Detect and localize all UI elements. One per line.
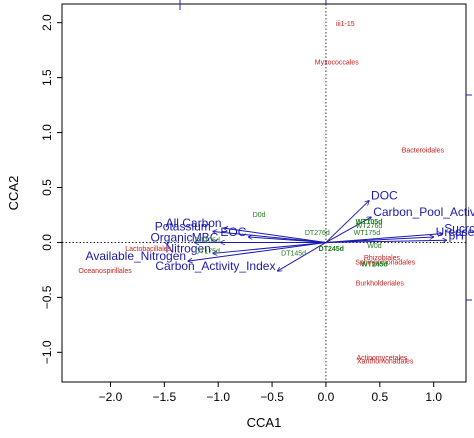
y-tick-label: 1.0 (40, 124, 54, 141)
env-vector-label: EOC (220, 225, 246, 239)
x-tick-label: −1.0 (206, 390, 230, 404)
env-vector-label: Urease (436, 225, 474, 239)
plot-frame (61, 3, 467, 383)
x-tick-label: −0.5 (260, 390, 284, 404)
taxon-label: Rhizobiales (364, 255, 401, 262)
y-tick-label: 0.5 (40, 179, 54, 196)
taxon-label: Oceanospirillales (78, 268, 132, 275)
env-vector-arrow (224, 228, 327, 243)
taxon-label: Burkholderiales (356, 280, 405, 287)
taxon-label: Lactobacillales (125, 246, 171, 253)
taxon-label: Sphingomonadales (355, 259, 415, 266)
taxon-label: Bacteroidales (402, 147, 445, 154)
y-tick-label: 2.0 (40, 14, 54, 31)
env-vector-label: Nitrogen (165, 241, 210, 255)
env-vector-label: Carbon_Activity_Index (155, 259, 275, 273)
sample-label: WT175d (354, 230, 381, 237)
taxon-label: iii1-15 (336, 21, 355, 28)
env-vector-label: DOC (371, 189, 398, 203)
env-vector-arrow (248, 237, 326, 243)
env-vector-arrow (325, 217, 371, 243)
sample-label: W0d (367, 243, 382, 250)
env-vector-label: pH (449, 228, 464, 242)
y-axis-title: CCA2 (6, 176, 21, 211)
x-tick-label: 0.5 (371, 390, 388, 404)
sample-label: DT145d (281, 251, 306, 258)
x-tick-label: 0.0 (318, 390, 335, 404)
sample-label: DT276d (305, 230, 330, 237)
env-vector-label: MBC (192, 230, 219, 244)
env-vector-arrow (325, 237, 434, 243)
sample-label: DT105d (195, 237, 220, 244)
taxon-label: Myxococcales (315, 59, 359, 66)
x-tick-label: −2.0 (99, 390, 123, 404)
env-vector-label: Available_Nitrogen (86, 249, 187, 263)
env-vector-arrow (325, 201, 369, 243)
y-tick-label: 1.5 (40, 69, 54, 86)
taxon-label: Xanthomonadales (357, 358, 414, 365)
y-tick-label: −1.0 (40, 340, 54, 364)
y-tick-label: −0.5 (40, 285, 54, 309)
x-axis-title: CCA1 (247, 415, 282, 430)
env-vector-arrow (188, 241, 327, 261)
sample-label: D0d (253, 212, 266, 219)
sample-label: WT276d (356, 223, 383, 230)
taxon-label: Actinomycetales (356, 355, 407, 362)
sample-label: DT175d (195, 248, 220, 255)
env-vector-label: Potassium (155, 219, 211, 233)
env-vector-arrow (325, 240, 447, 243)
env-vector-arrow (277, 242, 327, 271)
env-vector-label: Sucrose (444, 222, 474, 236)
env-vector-arrow (213, 241, 326, 253)
env-vector-label: All Carbon (166, 216, 222, 230)
env-vector-label: Carbon_Pool_Activity (373, 205, 474, 219)
env-vector-label: Organic (150, 230, 192, 244)
x-tick-label: −1.5 (152, 390, 176, 404)
y-tick-label: 0.0 (40, 234, 54, 251)
sample-label: WT245d (361, 262, 388, 269)
sample-label: DT245d (319, 246, 344, 253)
sample-label: WT105d (356, 219, 383, 226)
x-tick-label: 1.0 (425, 390, 442, 404)
